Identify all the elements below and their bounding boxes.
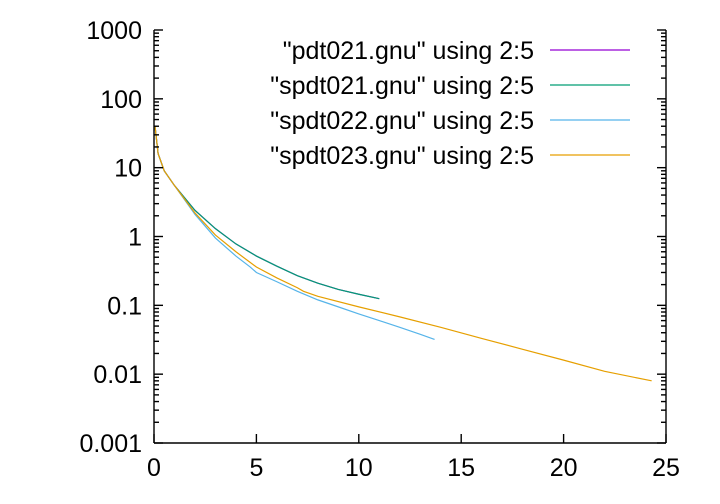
x-tick-label: 10: [345, 454, 373, 482]
legend: "pdt021.gnu" using 2:5 "spdt021.gnu" usin…: [270, 37, 630, 170]
series-line-3: [154, 126, 652, 382]
legend-label-3: "spdt023.gnu" using 2:5: [270, 142, 534, 170]
x-tick-label: 0: [147, 454, 161, 482]
y-tick-label: 1000: [86, 17, 142, 45]
y-tick-label: 100: [100, 86, 142, 114]
axes-layer: 0.001 0.01 0.1 1 10 100 1000 0 5 10 15 20 25: [79, 17, 679, 482]
y-tick-label: 0.1: [107, 292, 142, 320]
legend-label-0: "pdt021.gnu" using 2:5: [283, 37, 534, 65]
legend-label-2: "spdt022.gnu" using 2:5: [270, 107, 534, 135]
series-layer: [154, 126, 652, 382]
y-tick-label: 1: [128, 224, 142, 252]
y-tick-label: 0.01: [93, 361, 142, 389]
y-tick-label: 10: [114, 155, 142, 183]
y-tick-label: 0.001: [79, 430, 142, 458]
x-tick-label: 20: [550, 454, 578, 482]
legend-label-1: "spdt021.gnu" using 2:5: [270, 72, 534, 100]
x-tick-label: 15: [447, 454, 475, 482]
x-tick-label: 5: [249, 454, 263, 482]
x-tick-label: 25: [652, 454, 680, 482]
